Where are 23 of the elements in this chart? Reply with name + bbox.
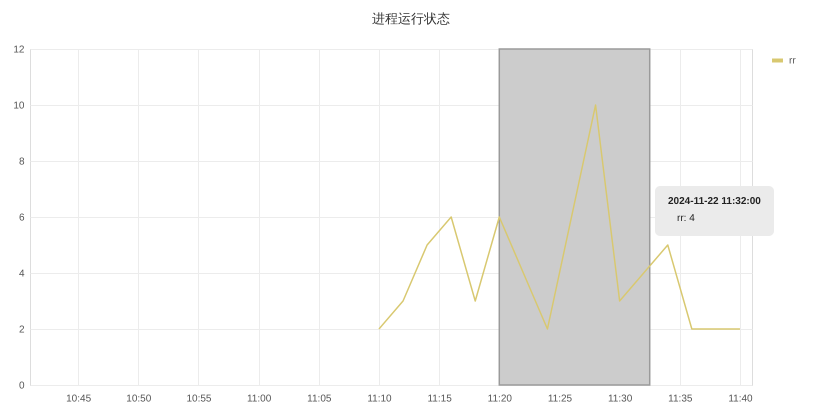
x-tick-label: 11:00 bbox=[246, 394, 272, 404]
x-tick-label: 11:30 bbox=[608, 394, 633, 404]
y-tick-label: 8 bbox=[18, 156, 25, 168]
x-tick-label: 10:45 bbox=[66, 394, 92, 404]
y-tick-label: 10 bbox=[13, 100, 25, 112]
x-tick-label: 11:05 bbox=[307, 394, 332, 404]
x-tick-label: 11:15 bbox=[427, 394, 452, 404]
x-tick-label: 10:50 bbox=[126, 394, 152, 404]
x-tick-label: 11:35 bbox=[668, 394, 693, 404]
y-tick-label: 12 bbox=[13, 44, 25, 56]
chart-title: 进程运行状态 bbox=[372, 11, 450, 26]
legend-label: rr bbox=[789, 56, 796, 66]
y-tick-label: 2 bbox=[18, 324, 25, 336]
y-tick-label: 6 bbox=[18, 212, 25, 224]
x-tick-label: 10:55 bbox=[186, 394, 212, 404]
x-tick-label: 11:10 bbox=[367, 394, 392, 404]
annotation: 2024-11-22 11:32:00 bbox=[668, 196, 762, 207]
x-tick-label: 11:40 bbox=[728, 394, 754, 404]
x-tick-label: 11:20 bbox=[488, 394, 512, 404]
y-tick-label: 0 bbox=[18, 380, 25, 392]
annotation: rr: 4 bbox=[677, 213, 696, 224]
x-tick-label: 11:25 bbox=[548, 394, 573, 404]
y-tick-label: 4 bbox=[18, 268, 25, 280]
